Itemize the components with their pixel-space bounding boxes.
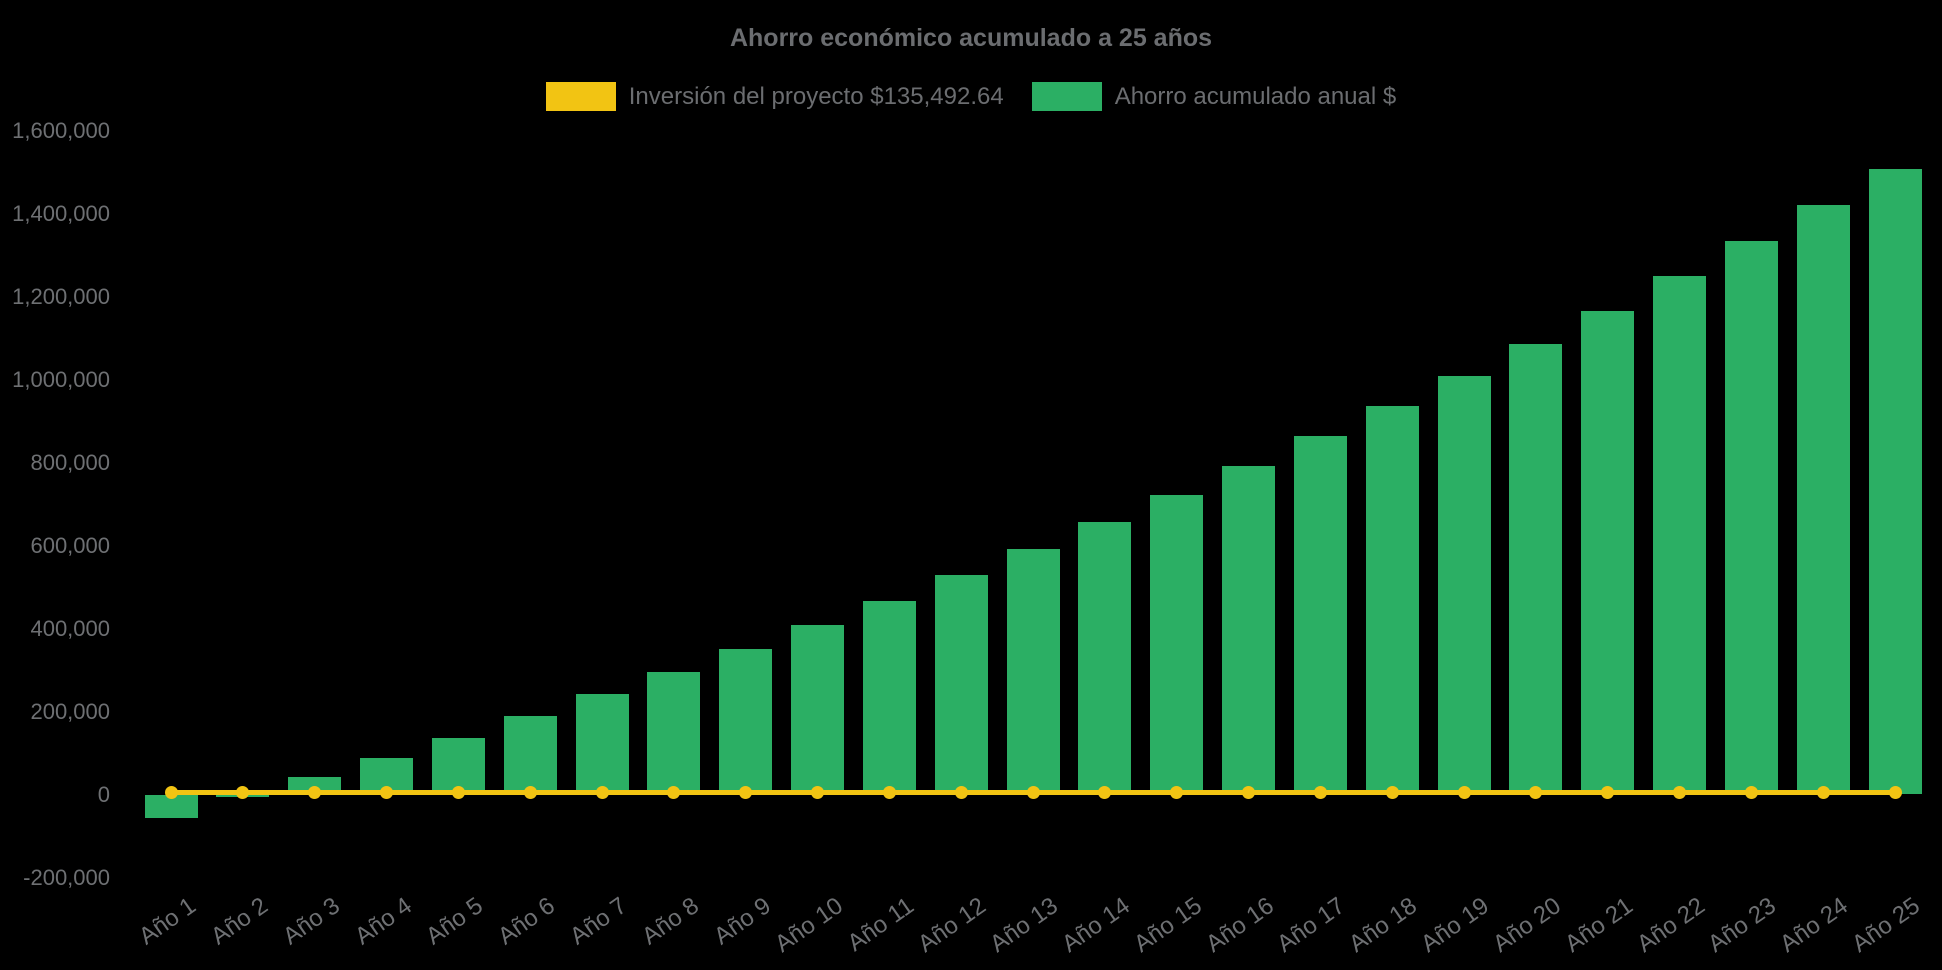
savings-bar[interactable]: [503, 716, 557, 795]
investment-line-marker[interactable]: [1816, 786, 1830, 799]
investment-line-marker[interactable]: [523, 786, 537, 799]
savings-bar[interactable]: [575, 694, 629, 795]
y-tick-label: -200,000: [23, 864, 110, 890]
savings-bar[interactable]: [1222, 465, 1275, 795]
savings-bar[interactable]: [1293, 436, 1347, 795]
investment-line-marker[interactable]: [595, 786, 609, 799]
investment-line-marker[interactable]: [739, 786, 753, 799]
y-tick-label: 0: [97, 781, 110, 807]
investment-line-marker[interactable]: [451, 786, 465, 799]
savings-bar[interactable]: [144, 794, 198, 818]
investment-line-marker[interactable]: [1529, 786, 1543, 799]
y-tick-label: 400,000: [30, 615, 110, 641]
legend-item-investment[interactable]: Inversión del proyecto $135,492.64: [545, 82, 1004, 111]
y-tick-label: 600,000: [30, 532, 110, 558]
y-tick-label: 1,600,000: [12, 117, 110, 143]
savings-bar[interactable]: [1437, 375, 1491, 795]
investment-line-marker[interactable]: [954, 786, 968, 799]
legend-label-savings: Ahorro acumulado anual $: [1114, 82, 1397, 110]
y-tick-label: 1,000,000: [12, 366, 110, 392]
investment-line-marker[interactable]: [667, 786, 681, 799]
savings-bar[interactable]: [431, 737, 485, 795]
investment-swatch-icon: [545, 82, 616, 111]
savings-bar[interactable]: [934, 574, 988, 795]
investment-line-marker[interactable]: [1026, 786, 1040, 799]
savings-bar[interactable]: [719, 648, 773, 795]
legend-item-savings[interactable]: Ahorro acumulado anual $: [1031, 82, 1397, 111]
investment-line-marker[interactable]: [308, 786, 322, 799]
investment-line-marker[interactable]: [164, 786, 178, 799]
investment-line-marker[interactable]: [1170, 786, 1184, 799]
y-tick-label: 1,400,000: [12, 200, 110, 226]
investment-line-marker[interactable]: [236, 786, 250, 799]
investment-line-marker[interactable]: [1242, 786, 1255, 799]
y-tick-label: 800,000: [30, 449, 110, 475]
investment-line-marker[interactable]: [1385, 786, 1399, 799]
savings-bar[interactable]: [791, 625, 844, 795]
savings-bar[interactable]: [647, 672, 701, 795]
investment-line-marker[interactable]: [1457, 786, 1471, 799]
investment-line-marker[interactable]: [1098, 786, 1112, 799]
savings-bar[interactable]: [1724, 241, 1778, 795]
savings-bar[interactable]: [862, 600, 916, 795]
savings-bar[interactable]: [1509, 343, 1563, 795]
investment-line-marker[interactable]: [882, 786, 896, 799]
y-tick-label: 1,200,000: [12, 283, 110, 309]
investment-line-marker[interactable]: [1601, 786, 1615, 799]
investment-line-marker[interactable]: [1744, 786, 1758, 799]
chart-title: Ahorro económico acumulado a 25 años: [729, 24, 1213, 52]
y-tick-label: 200,000: [30, 698, 110, 724]
savings-swatch-icon: [1031, 82, 1102, 111]
savings-bar[interactable]: [1365, 406, 1419, 795]
legend-label-investment: Inversión del proyecto $135,492.64: [628, 82, 1004, 110]
savings-bar[interactable]: [1796, 205, 1850, 795]
savings-bar[interactable]: [1006, 548, 1060, 795]
savings-bar[interactable]: [1868, 168, 1922, 795]
savings-bar[interactable]: [1581, 310, 1635, 795]
savings-bar[interactable]: [1653, 275, 1706, 795]
legend: Inversión del proyecto $135,492.64 Ahorr…: [0, 82, 1942, 111]
savings-bar[interactable]: [1078, 521, 1132, 795]
investment-line-marker[interactable]: [1313, 786, 1327, 799]
investment-line-marker[interactable]: [1888, 786, 1902, 799]
investment-line-marker[interactable]: [380, 786, 393, 799]
savings-bar[interactable]: [1150, 495, 1204, 795]
investment-line-marker[interactable]: [811, 786, 824, 799]
investment-line-marker[interactable]: [1673, 786, 1686, 799]
